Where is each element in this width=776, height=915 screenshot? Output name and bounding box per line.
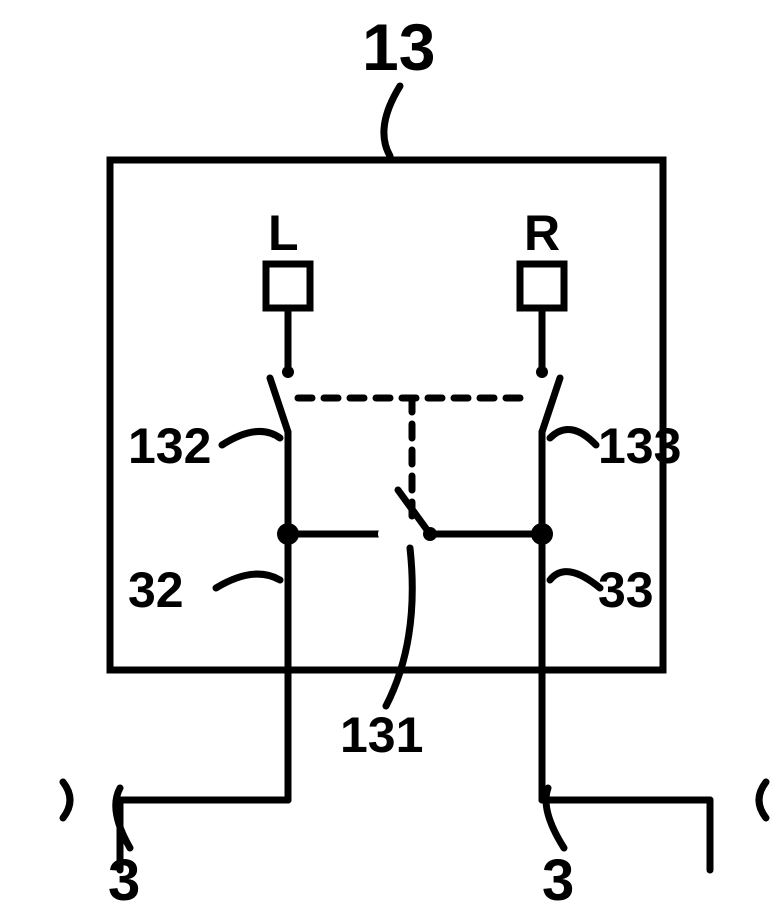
- terminal-box-R: [520, 264, 564, 308]
- schematic-svg: 13LR132133131323333: [0, 0, 776, 915]
- terminal-label-R: R: [524, 205, 560, 261]
- label-33: 33: [598, 562, 654, 618]
- enclosure-box: [110, 160, 663, 670]
- label-13: 13: [362, 10, 435, 84]
- cut-mark-right: [759, 782, 766, 818]
- switch-blade-131: [398, 490, 430, 534]
- label-3-right: 3: [542, 848, 574, 913]
- label-131: 131: [340, 707, 423, 763]
- terminal-box-L: [266, 264, 310, 308]
- cut-mark-left: [63, 782, 70, 818]
- switch-blade-132: [270, 378, 288, 432]
- label-133: 133: [598, 418, 681, 474]
- terminal-label-L: L: [268, 205, 299, 261]
- label-3-left: 3: [108, 848, 140, 913]
- label-132: 132: [128, 418, 211, 474]
- switch-blade-133: [542, 378, 560, 432]
- label-32: 32: [128, 562, 184, 618]
